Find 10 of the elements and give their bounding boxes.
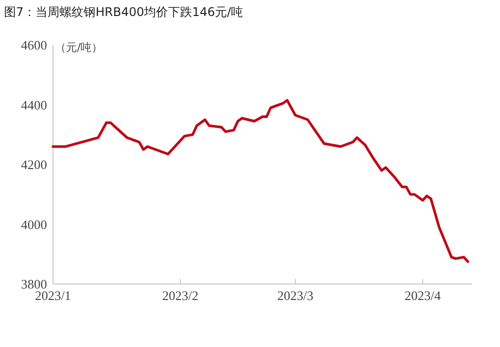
- y-tick-label: 4200: [21, 157, 47, 172]
- line-series: [52, 98, 470, 263]
- y-tick-label: 4400: [21, 97, 47, 112]
- y-tick-label: 4600: [21, 38, 47, 52]
- x-tick-label: 2023/2: [162, 288, 198, 303]
- y-tick-label: 4000: [21, 216, 47, 232]
- chart-title: 图7：当周螺纹钢HRB400均价下跌146元/吨: [4, 5, 244, 19]
- y-axis-title: （元/吨）: [55, 41, 103, 54]
- x-tick-label: 2023/3: [277, 288, 314, 303]
- x-tick-label: 2023/4: [404, 288, 442, 303]
